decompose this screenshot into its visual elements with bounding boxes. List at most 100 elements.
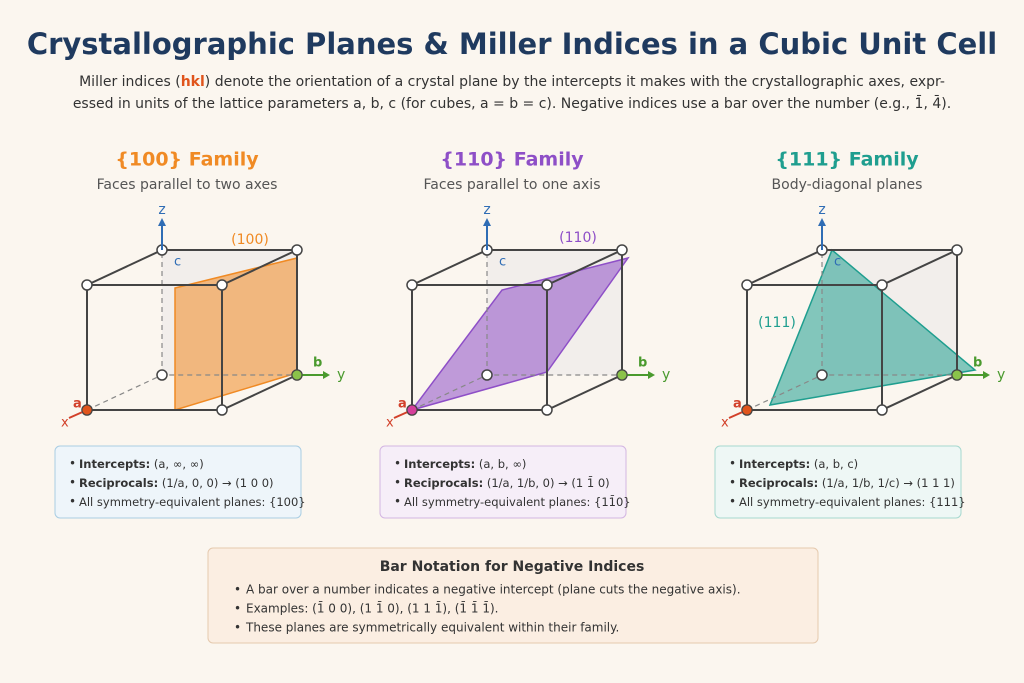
cube-edge bbox=[221, 249, 298, 286]
bar-box bbox=[207, 547, 819, 644]
detail-box bbox=[54, 445, 302, 519]
detail-box bbox=[379, 445, 627, 519]
bullet: • bbox=[234, 583, 241, 597]
vertex bbox=[406, 279, 418, 291]
bar-item: Examples: (1̄ 0 0), (1 1̄ 0), (1 1 1̄), … bbox=[246, 601, 498, 615]
intro-text: Miller indices ( bbox=[79, 74, 181, 90]
axis-label: z bbox=[818, 202, 825, 218]
axis-label: c bbox=[499, 255, 506, 270]
detail: Reciprocals: (1/a, 1/b, 1/c) → (1 1 1) bbox=[739, 476, 955, 490]
detail-box bbox=[714, 445, 962, 519]
detail-text: (1/a, 1/b, 1/c) → (1 1 1) bbox=[822, 476, 955, 490]
arrow bbox=[323, 371, 330, 379]
intercept-a bbox=[406, 404, 418, 416]
vertex bbox=[81, 279, 93, 291]
detail: All symmetry-equivalent planes: {111} bbox=[739, 495, 966, 509]
bar-title: Bar Notation for Negative Indices bbox=[380, 559, 645, 575]
detail: Reciprocals: (1/a, 1/b, 0) → (1 1̄ 0) bbox=[404, 475, 610, 489]
axis-label: z bbox=[158, 202, 165, 218]
axis-label: a bbox=[398, 397, 407, 412]
axis-label: y bbox=[997, 367, 1005, 383]
vertex bbox=[541, 404, 553, 416]
detail-text: All symmetry-equivalent planes: {100} bbox=[79, 495, 306, 509]
panel-title: {111} Family bbox=[775, 149, 919, 171]
detail-label: Reciprocals: bbox=[79, 476, 158, 490]
detail-text: (a, b, c) bbox=[814, 457, 858, 471]
plane bbox=[768, 248, 977, 406]
detail: All symmetry-equivalent planes: {11̄0} bbox=[404, 494, 631, 508]
intro-highlight: hkl bbox=[181, 74, 205, 90]
axis-label: b bbox=[973, 356, 982, 371]
bullet: • bbox=[234, 621, 241, 635]
arrow bbox=[483, 218, 491, 226]
plane-label: (111) bbox=[758, 315, 796, 331]
intercept-a bbox=[81, 404, 93, 416]
axis-label: b bbox=[313, 356, 322, 371]
panel-subtitle: Faces parallel to one axis bbox=[424, 177, 601, 193]
panel-title: {100} Family bbox=[115, 149, 259, 171]
detail-text: (1/a, 1/b, 0) → (1 1̄ 0) bbox=[487, 475, 610, 489]
detail-text: (a, ∞, ∞) bbox=[154, 457, 204, 471]
bullet: • bbox=[729, 495, 736, 509]
bullet: • bbox=[394, 457, 401, 471]
panels: {100} Family Faces parallel to two axes z c… bbox=[54, 149, 1005, 519]
intro: Miller indices (hkl) denote the orientat… bbox=[79, 74, 945, 90]
axis-label: y bbox=[662, 367, 670, 383]
title: Crystallographic Planes & Miller Indices… bbox=[27, 27, 997, 61]
detail-text: (1/a, 0, 0) → (1 0 0) bbox=[162, 476, 274, 490]
panel-title: {110} Family bbox=[440, 149, 584, 171]
detail: Intercepts: (a, b, ∞) bbox=[404, 457, 526, 471]
bullet: • bbox=[69, 457, 76, 471]
intercept-b bbox=[291, 369, 303, 381]
arrow bbox=[158, 218, 166, 226]
axis-label: z bbox=[483, 202, 490, 218]
axis-label: a bbox=[73, 397, 82, 412]
vertex bbox=[816, 369, 828, 381]
detail: Intercepts: (a, b, c) bbox=[739, 457, 858, 471]
detail-text: All symmetry-equivalent planes: {111} bbox=[739, 495, 966, 509]
panel-subtitle: Faces parallel to two axes bbox=[97, 177, 278, 193]
detail-label: Intercepts: bbox=[739, 457, 810, 471]
panel-subtitle: Body-diagonal planes bbox=[772, 177, 923, 193]
detail: Intercepts: (a, ∞, ∞) bbox=[79, 457, 204, 471]
axis-label: a bbox=[733, 397, 742, 412]
intercept-a bbox=[741, 404, 753, 416]
bullet: • bbox=[394, 476, 401, 490]
intercept-b bbox=[616, 369, 628, 381]
arrow bbox=[818, 218, 826, 226]
vertex bbox=[876, 404, 888, 416]
bar-item: These planes are symmetrically equivalen… bbox=[245, 621, 619, 635]
detail-label: Reciprocals: bbox=[739, 476, 818, 490]
intro: essed in units of the lattice parameters… bbox=[73, 94, 951, 112]
axis-label: y bbox=[337, 367, 345, 383]
arrow bbox=[648, 371, 655, 379]
plane-label: (100) bbox=[231, 232, 269, 248]
detail-label: Intercepts: bbox=[404, 457, 475, 471]
vertex bbox=[616, 244, 628, 256]
plane bbox=[410, 256, 630, 412]
axis-label: b bbox=[638, 356, 647, 371]
bullet: • bbox=[394, 495, 401, 509]
cube-edge bbox=[546, 249, 623, 286]
axis-label: x bbox=[386, 416, 394, 431]
detail-label: Intercepts: bbox=[79, 457, 150, 471]
bar-items: • A bar over a number indicates a negativ… bbox=[234, 583, 741, 635]
axis-label: x bbox=[61, 416, 69, 431]
bullet: • bbox=[234, 602, 241, 616]
arrow bbox=[983, 371, 990, 379]
bullet: • bbox=[69, 476, 76, 490]
axis-label: x bbox=[721, 416, 729, 431]
vertex bbox=[481, 369, 493, 381]
bullet: • bbox=[729, 457, 736, 471]
vertex bbox=[216, 404, 228, 416]
vertex bbox=[741, 279, 753, 291]
cube-edge bbox=[881, 249, 958, 286]
axis-label: c bbox=[834, 255, 841, 270]
bullet: • bbox=[69, 495, 76, 509]
intro-text: ) denote the orientation of a crystal pl… bbox=[205, 74, 945, 90]
detail-label: Reciprocals: bbox=[404, 476, 483, 490]
detail-text: (a, b, ∞) bbox=[479, 457, 527, 471]
vertex bbox=[216, 279, 228, 291]
plane-label: (110) bbox=[559, 230, 597, 246]
